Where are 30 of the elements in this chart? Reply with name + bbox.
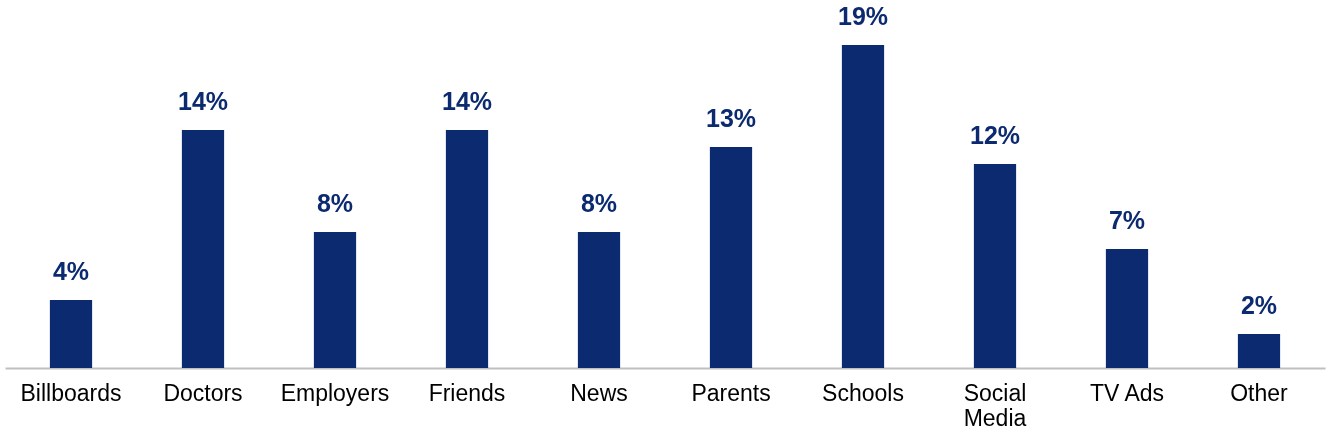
x-tick-label: Billboards <box>20 379 122 406</box>
data-label: 14% <box>177 87 229 115</box>
data-label: 19% <box>837 2 889 30</box>
x-tick-label: Parents <box>691 379 771 406</box>
bar <box>49 300 93 368</box>
x-tick-label: Schools <box>822 379 904 406</box>
bar <box>181 130 225 368</box>
data-label: 12% <box>969 121 1021 149</box>
data-label: 2% <box>1240 291 1278 319</box>
bar <box>841 45 885 368</box>
bar <box>313 232 357 368</box>
data-label: 14% <box>441 87 493 115</box>
bar <box>709 147 753 368</box>
x-tick-label: News <box>570 379 628 406</box>
x-tick-label: Employers <box>280 379 390 406</box>
data-label: 13% <box>705 104 757 132</box>
data-label: 4% <box>52 257 90 285</box>
bar <box>445 130 489 368</box>
bar <box>973 164 1017 368</box>
x-tick-label: Social Media <box>963 379 1027 431</box>
x-tick-label: Doctors <box>163 379 243 406</box>
bar <box>1105 249 1149 368</box>
data-label: 7% <box>1108 206 1146 234</box>
x-tick-label: Other <box>1230 379 1289 406</box>
data-label: 8% <box>316 189 354 217</box>
bar <box>577 232 621 368</box>
x-tick-label: Friends <box>428 379 506 406</box>
bar <box>1237 334 1281 368</box>
data-label: 8% <box>580 189 618 217</box>
x-tick-label: TV Ads <box>1089 379 1165 406</box>
